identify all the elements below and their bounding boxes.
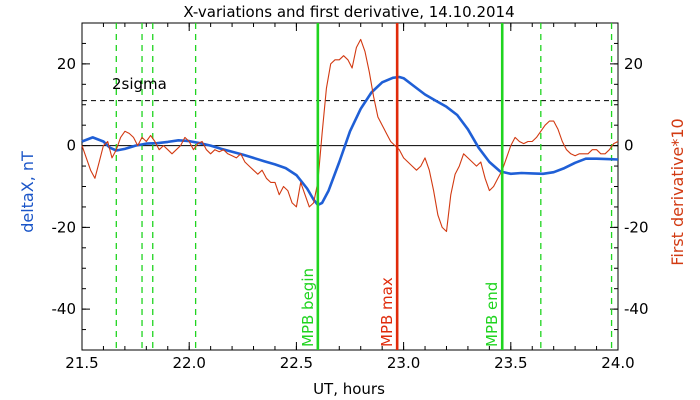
x-tick-label: 23.5	[494, 354, 527, 372]
series-deltaX	[81, 75, 619, 207]
y-tick-label-left: -20	[52, 218, 77, 236]
marker-label: MPB end	[483, 282, 501, 347]
x-tick-label: 23.0	[387, 354, 420, 372]
y-tick-label-left: 0	[66, 137, 76, 155]
y-tick-label-right: -40	[624, 300, 649, 318]
series-lines	[81, 38, 619, 233]
x-tick-label: 22.5	[280, 354, 313, 372]
tick-labels: 21.5 22.0 22.5 23.0 23.5 24.0 20 0 -20 -40 20 0 -20 -…	[52, 55, 649, 372]
plot-border	[81, 22, 619, 351]
x-tick-label: 24.0	[601, 354, 634, 372]
y-tick-label-right: -20	[624, 218, 649, 236]
y-tick-label-right: 20	[624, 55, 643, 73]
chart-title: X-variations and first derivative, 14.10…	[183, 3, 514, 21]
series-first-derivative	[81, 38, 619, 233]
x-tick-label: 22.0	[172, 354, 205, 372]
marker-label: MPB max	[378, 277, 396, 347]
mpb-marker-lines: MPB begin MPB max MPB end	[299, 23, 504, 350]
y-axis-label-right: First derivative*10	[668, 118, 687, 265]
dashed-green-lines	[115, 23, 613, 350]
marker-label: MPB begin	[299, 268, 317, 347]
y-tick-label-left: 20	[57, 55, 76, 73]
y-tick-label-left: -40	[52, 300, 77, 318]
y-axis-label-left: deltaX, nT	[18, 151, 37, 233]
x-axis-label: UT, hours	[313, 380, 385, 398]
y-tick-label-right: 0	[624, 137, 634, 155]
x-tick-label: 21.5	[65, 354, 98, 372]
plot-frame	[81, 22, 619, 351]
sigma-label: 2sigma	[112, 75, 167, 93]
